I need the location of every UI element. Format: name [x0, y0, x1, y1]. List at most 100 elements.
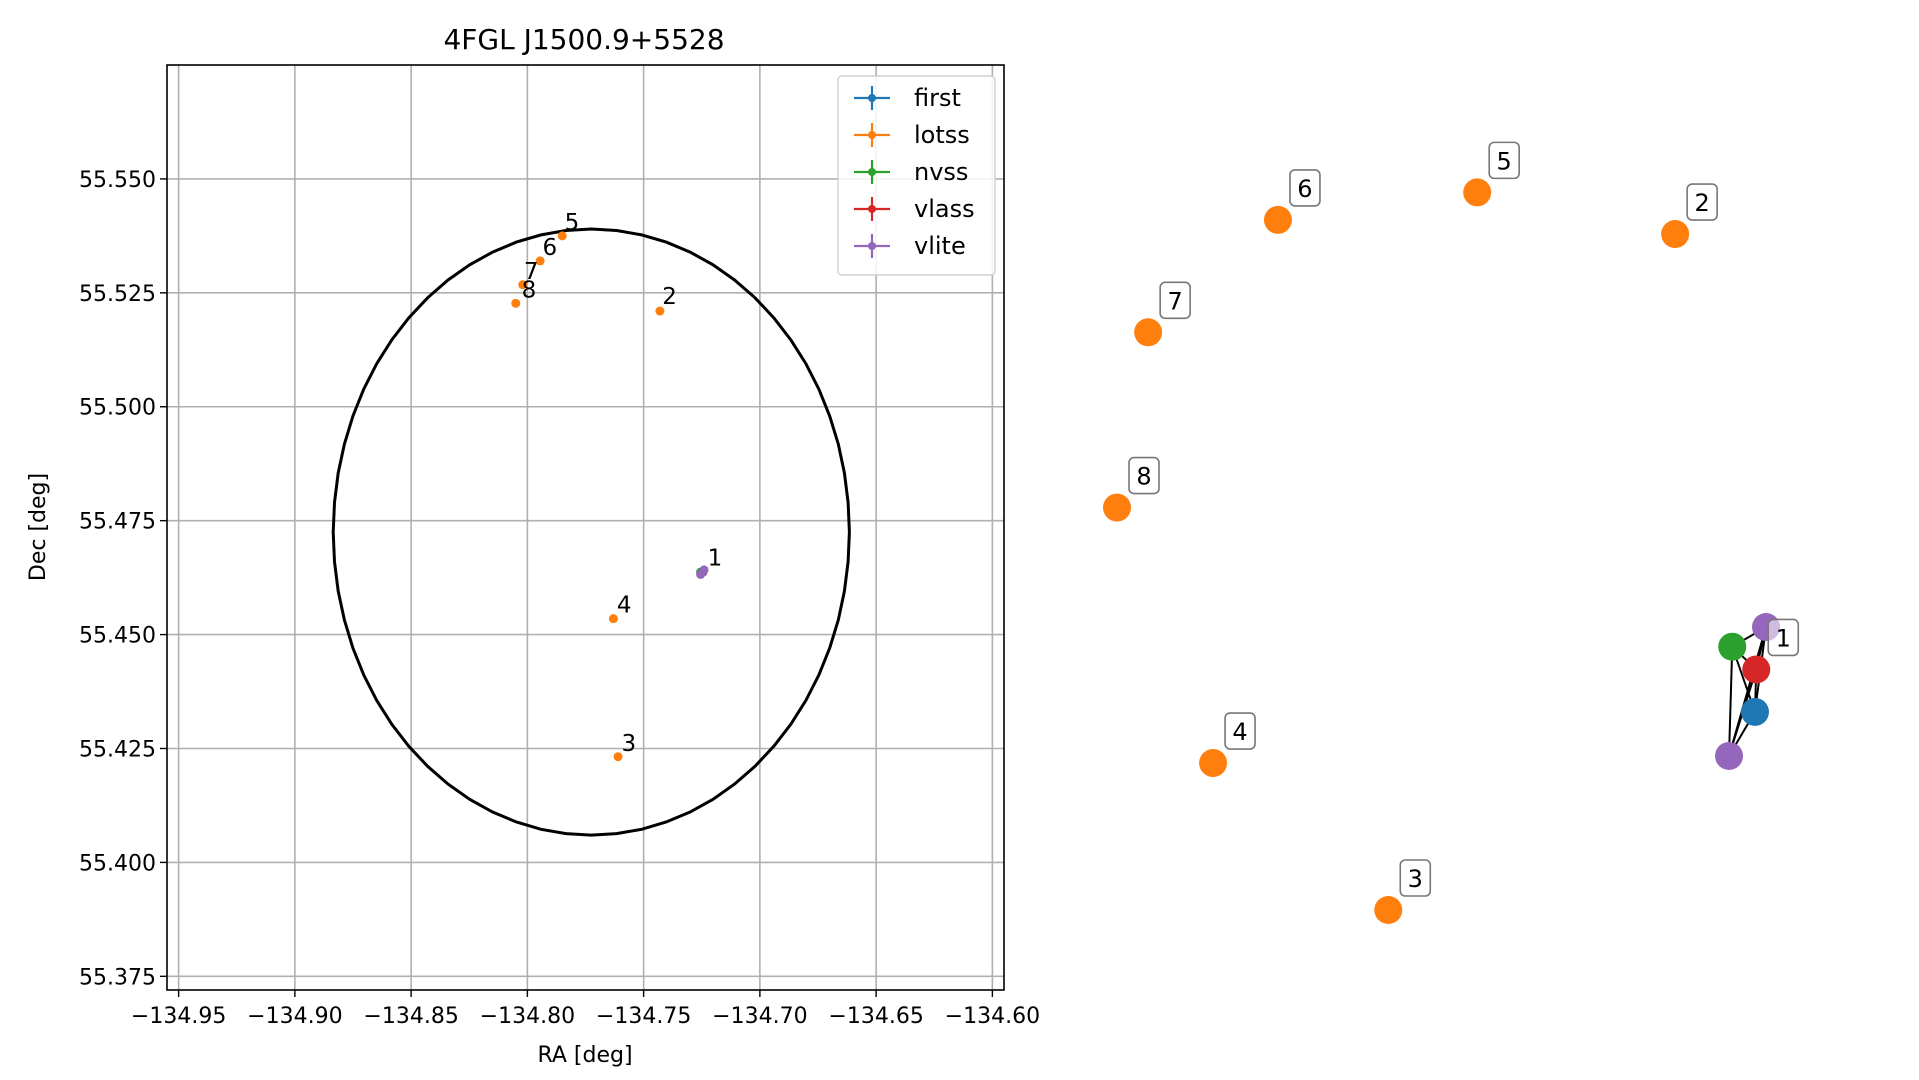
grid-lines: [167, 65, 1004, 990]
label-box: [1224, 712, 1256, 750]
lotss-point: [557, 231, 567, 241]
y-tick-label: 55.425: [79, 737, 156, 762]
x-tick-label: −134.65: [828, 1004, 923, 1029]
network-node: [1374, 896, 1403, 924]
legend-label: lotss: [914, 121, 970, 149]
label-box: [1767, 618, 1800, 657]
lotss-point: [608, 614, 618, 624]
network-node: [1263, 205, 1292, 234]
legend-marker-dot: [868, 131, 876, 139]
network-node-label: 3: [1399, 859, 1432, 897]
vlite-point: [696, 569, 706, 579]
network-labels: 5 6 2 7 8 4 3 1: [1128, 141, 1800, 897]
network-node: [1661, 220, 1690, 249]
y-axis-label: Dec [deg]: [26, 473, 51, 581]
legend-label: vlite: [914, 232, 966, 260]
x-tick-label: −134.90: [247, 1004, 342, 1029]
label-text: 3: [1408, 865, 1423, 893]
network-node-label: 1: [1767, 618, 1800, 657]
point-label: 8: [522, 277, 537, 303]
legend-label: vlass: [914, 195, 975, 223]
label-text: 6: [1297, 175, 1312, 203]
label-box: [1488, 141, 1520, 180]
network-node-label: 4: [1224, 712, 1256, 750]
label-text: 4: [1232, 718, 1247, 746]
label-box: [1289, 169, 1321, 207]
network-panel: 5 6 2 7 8 4 3 1: [1103, 141, 1800, 924]
label-text: 8: [1136, 463, 1151, 491]
lotss-point: [518, 280, 528, 290]
y-tick-label: 55.525: [79, 282, 156, 307]
label-box: [1399, 859, 1432, 897]
y-ticks: 55.375 55.400 55.425 55.450 55.475 55.500 55.5…: [79, 168, 167, 990]
label-text: 1: [1776, 624, 1791, 652]
network-node: [1740, 697, 1769, 726]
network-node: [1718, 632, 1747, 661]
network-node: [1463, 178, 1492, 207]
point-label: 5: [565, 210, 580, 236]
legend-marker-dot: [868, 242, 876, 250]
x-tick-label: −134.75: [596, 1004, 691, 1029]
chart-title: 4FGL J1500.9+5528: [443, 23, 724, 56]
label-box: [1159, 281, 1191, 320]
plot-frame: [166, 64, 1005, 991]
lotss-point: [535, 256, 545, 266]
network-node-label: 5: [1488, 141, 1520, 180]
lotss-point: [613, 752, 623, 762]
x-ticks: −134.95 −134.90 −134.85 −134.80 −134.75 −134.…: [131, 990, 1040, 1029]
network-node: [1742, 655, 1771, 684]
legend-marker-dot: [868, 94, 876, 102]
point-label: 1: [708, 545, 723, 571]
x-tick-label: −134.85: [363, 1004, 458, 1029]
ellipse-outline: [331, 227, 851, 837]
point-label: 4: [617, 593, 632, 619]
legend-label: nvss: [914, 158, 968, 186]
network-node: [1199, 749, 1228, 778]
label-text: 2: [1694, 189, 1709, 217]
y-tick-label: 55.400: [79, 851, 156, 876]
network-node-label: 2: [1686, 183, 1718, 221]
network-node-label: 7: [1159, 281, 1191, 320]
legend-entry: nvss: [854, 158, 968, 186]
y-tick-label: 55.500: [79, 396, 156, 421]
x-tick-label: −134.70: [712, 1004, 807, 1029]
label-text: 5: [1497, 147, 1512, 175]
point-label: 7: [524, 259, 539, 285]
point-label: 2: [662, 284, 677, 310]
x-tick-label: −134.60: [945, 1004, 1040, 1029]
lotss-point: [655, 306, 665, 316]
x-tick-label: −134.80: [480, 1004, 575, 1029]
label-box: [1128, 456, 1160, 495]
point-label: 6: [542, 235, 557, 261]
network-node: [1134, 318, 1163, 347]
network-node-label: 6: [1289, 169, 1321, 207]
y-tick-label: 55.550: [79, 168, 156, 193]
legend-entry: lotss: [854, 121, 970, 149]
label-box: [1686, 183, 1718, 221]
network-node: [1103, 493, 1131, 522]
point-label: 3: [622, 731, 637, 757]
legend-box: [837, 75, 996, 276]
y-tick-label: 55.450: [79, 624, 156, 649]
legend-label: first: [914, 84, 961, 112]
y-tick-label: 55.475: [79, 510, 156, 535]
network-edge: [1728, 646, 1734, 756]
x-axis-label: RA [deg]: [537, 1043, 632, 1068]
points-layer: [511, 231, 709, 762]
legend-entry: vlass: [854, 195, 975, 223]
legend-marker-dot: [868, 205, 876, 213]
network-node: [1715, 741, 1744, 770]
y-tick-label: 55.375: [79, 965, 156, 990]
legend-marker-dot: [868, 168, 876, 176]
label-text: 7: [1168, 287, 1183, 315]
ellipse-layer: [331, 227, 851, 837]
network-node-label: 8: [1128, 456, 1160, 495]
legend-entry: vlite: [854, 232, 966, 260]
x-tick-label: −134.95: [131, 1004, 226, 1029]
legend-entry: first: [854, 84, 961, 112]
network-nodes: [1103, 178, 1780, 924]
lotss-point: [511, 298, 521, 308]
